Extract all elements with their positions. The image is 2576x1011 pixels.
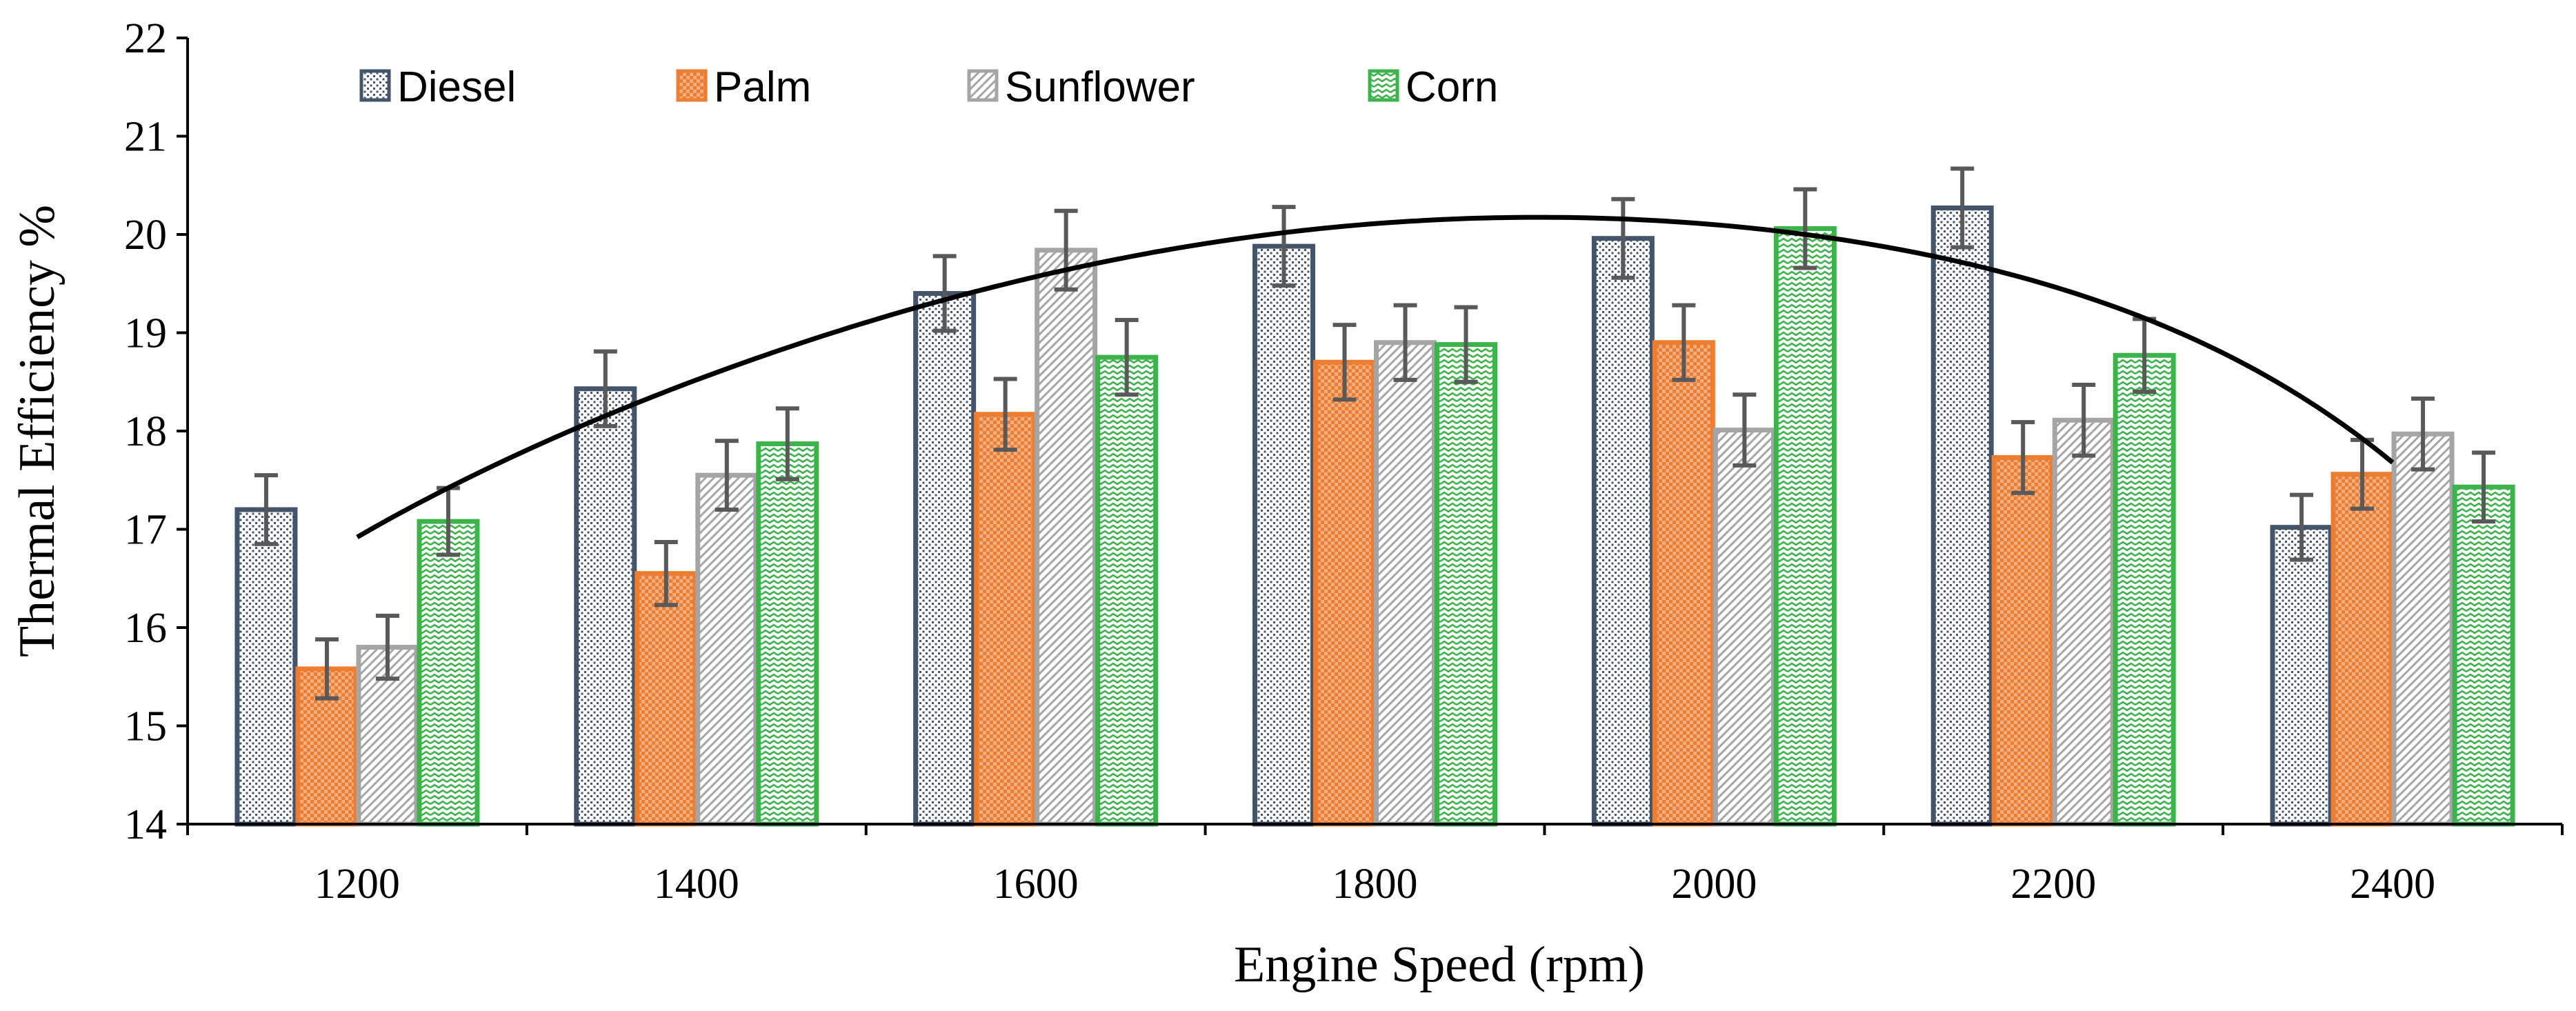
legend-label: Corn: [1406, 63, 1498, 111]
bar-corn-1600: [1095, 354, 1159, 827]
legend-swatch-sunflower: [967, 69, 999, 102]
bar-palm-1400: [635, 571, 698, 827]
error-bar-diesel-1600: [932, 254, 957, 333]
y-tick-label: 20: [124, 212, 167, 259]
legend-item-diesel: Diesel: [359, 63, 516, 111]
y-tick-label: 14: [124, 801, 167, 848]
bar-sunflower-2200: [2052, 417, 2115, 827]
legend-swatch-diesel: [359, 69, 391, 102]
bar-sunflower-2400: [2391, 431, 2455, 827]
bar-palm-2400: [2330, 472, 2394, 827]
bar-diesel-2400: [2270, 525, 2333, 827]
bar-diesel-1200: [234, 507, 298, 827]
error-bar-diesel-1800: [1272, 205, 1296, 288]
error-bar-palm-1400: [654, 540, 678, 608]
error-bar-corn-1400: [775, 406, 799, 481]
legend-swatch-corn: [1368, 69, 1399, 102]
bar-sunflower-1600: [1035, 248, 1098, 827]
y-tick-label: 22: [124, 15, 167, 62]
error-bar-palm-1800: [1332, 323, 1357, 402]
error-bar-sunflower-1200: [375, 613, 399, 681]
x-tick-label: 1200: [314, 861, 400, 908]
bar-palm-1600: [974, 412, 1037, 827]
bar-palm-2000: [1652, 340, 1715, 827]
error-bar-palm-2200: [2011, 420, 2035, 495]
error-bar-sunflower-1400: [715, 439, 739, 512]
error-bar-corn-2400: [2472, 450, 2496, 524]
bar-corn-2400: [2452, 484, 2515, 827]
y-tick-label: 16: [124, 605, 167, 652]
error-bar-diesel-2200: [1950, 166, 1975, 250]
bar-palm-2200: [1991, 454, 2055, 827]
bar-diesel-2200: [1930, 206, 1994, 827]
error-bar-sunflower-1800: [1393, 303, 1417, 382]
bar-diesel-2000: [1591, 236, 1655, 827]
y-tick-label: 18: [124, 408, 167, 455]
error-bar-corn-1600: [1115, 317, 1139, 397]
bar-corn-1400: [756, 441, 819, 827]
trendline: [356, 214, 2395, 539]
error-bar-palm-1200: [314, 637, 339, 701]
error-bar-sunflower-2400: [2411, 396, 2435, 472]
error-bar-palm-1600: [993, 377, 1017, 452]
legend-item-corn: Corn: [1368, 63, 1498, 111]
legend-item-palm: Palm: [676, 63, 811, 111]
bar-diesel-1400: [574, 386, 637, 827]
legend-label: Palm: [714, 63, 811, 111]
legend-swatch-palm: [676, 69, 708, 102]
error-bar-sunflower-2000: [1733, 392, 1757, 468]
y-tick-label: 17: [124, 507, 167, 554]
x-tick-label: 2400: [2350, 861, 2435, 908]
bar-corn-2200: [2113, 352, 2176, 827]
y-axis-ticks: 14 15 16 17 18 19 20 21 22: [124, 15, 188, 848]
error-bars: [254, 166, 2496, 701]
y-tick-label: 15: [124, 703, 167, 750]
error-bar-sunflower-1600: [1054, 208, 1078, 292]
legend-label: Diesel: [397, 63, 516, 111]
bar-diesel-1600: [913, 291, 977, 827]
x-tick-label: 1400: [654, 861, 739, 908]
bars: [234, 206, 2515, 827]
x-tick-label: 2000: [1671, 861, 1757, 908]
x-tick-label: 1600: [993, 861, 1079, 908]
error-bar-diesel-1200: [254, 473, 278, 546]
bar-sunflower-1800: [1374, 340, 1437, 827]
legend-label: Sunflower: [1005, 63, 1195, 111]
error-bar-diesel-2400: [2290, 492, 2314, 562]
bar-corn-2000: [1773, 226, 1837, 827]
x-tick-label: 1800: [1332, 861, 1418, 908]
bar-sunflower-2000: [1713, 428, 1776, 827]
bar-palm-1800: [1313, 359, 1376, 827]
error-bar-diesel-2000: [1611, 197, 1635, 280]
error-bar-palm-2000: [1672, 303, 1696, 382]
x-tick-label: 2200: [2010, 861, 2096, 908]
y-tick-label: 19: [124, 310, 167, 357]
error-bar-corn-1800: [1454, 305, 1478, 384]
bar-sunflower-1200: [356, 645, 419, 827]
y-tick-label: 21: [124, 114, 167, 161]
x-axis-ticks: 1200 1400 1600 1800 2000 2200 2400: [186, 824, 2564, 908]
legend-item-sunflower: Sunflower: [967, 63, 1195, 111]
bar-corn-1200: [417, 519, 480, 827]
y-axis-title: Thermal Efficiency %: [9, 205, 66, 657]
error-bar-sunflower-2200: [2072, 383, 2096, 458]
bar-sunflower-1400: [695, 472, 759, 827]
bar-corn-1800: [1435, 342, 1497, 827]
x-axis-title: Engine Speed (rpm): [1234, 937, 1645, 993]
legend: Diesel Palm Sunflower Corn: [359, 63, 1498, 111]
error-bar-corn-2000: [1793, 187, 1817, 270]
bar-diesel-1800: [1252, 243, 1315, 827]
